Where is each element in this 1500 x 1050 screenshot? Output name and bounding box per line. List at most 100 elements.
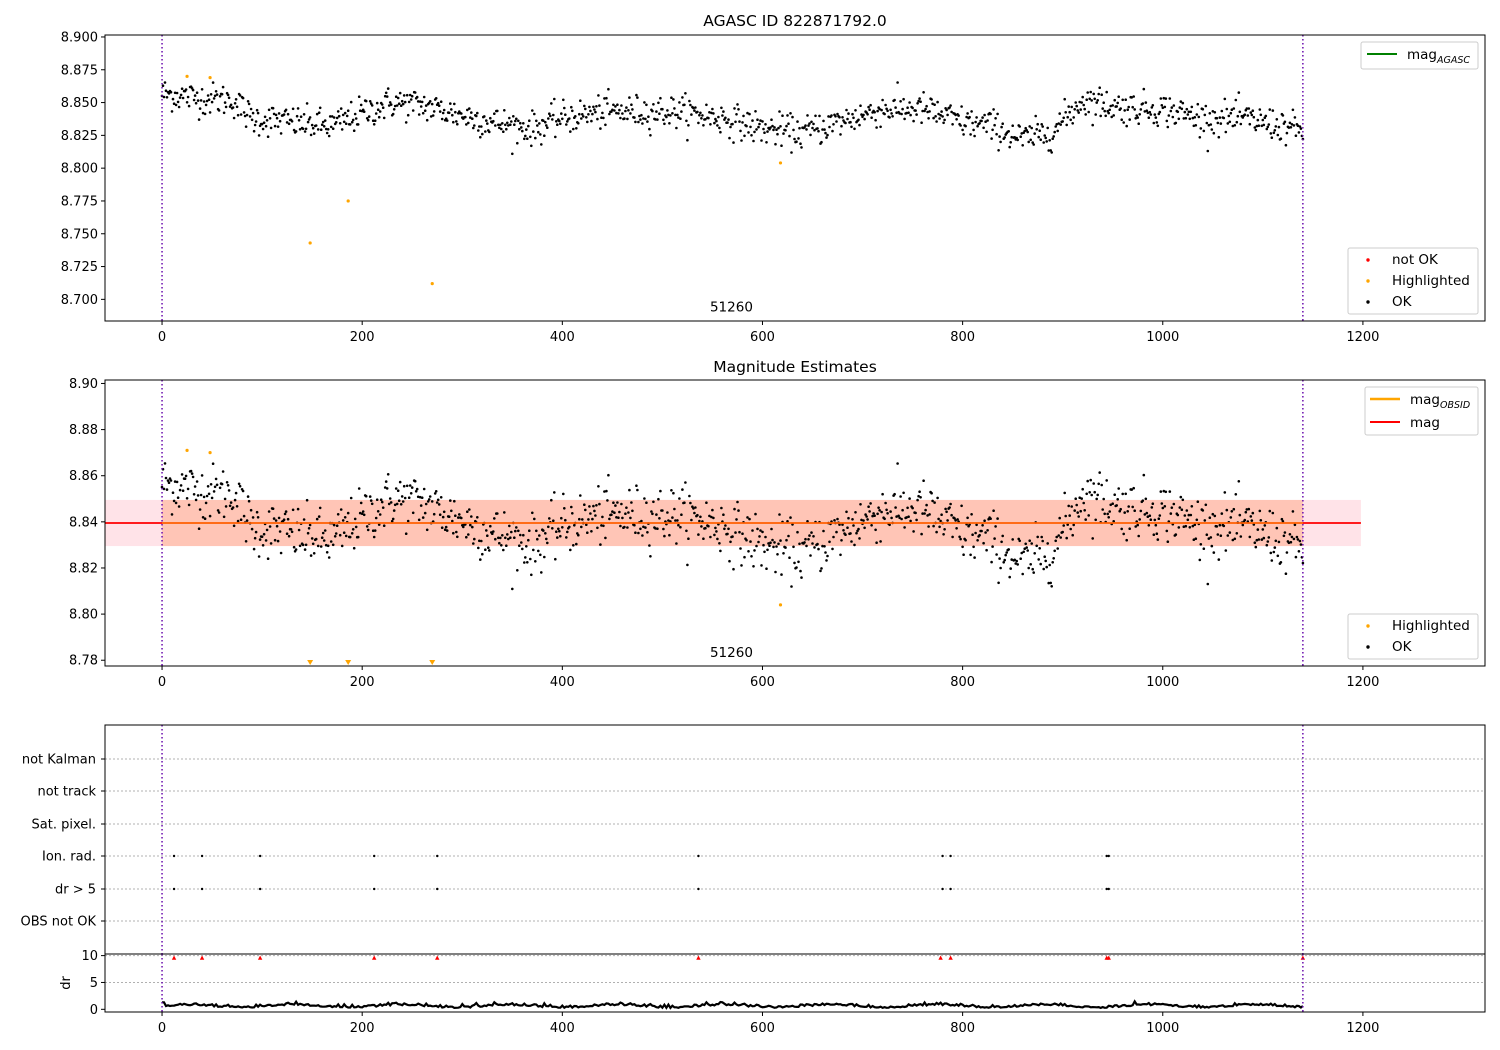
mag-ok-point bbox=[610, 513, 613, 516]
agasc-ok-point bbox=[1049, 149, 1052, 152]
mag-ok-point bbox=[1183, 514, 1187, 517]
mag-ok-point bbox=[499, 536, 502, 540]
agasc-ok-point bbox=[1168, 97, 1172, 100]
mag-ok-point bbox=[1115, 504, 1118, 507]
agasc-ok-point bbox=[760, 139, 763, 142]
agasc-ok-point bbox=[652, 103, 655, 106]
agasc-ok-point bbox=[352, 129, 356, 132]
mag-ok-point bbox=[806, 520, 809, 523]
flag-point bbox=[372, 854, 376, 858]
mag-ok-point bbox=[1186, 518, 1190, 522]
mag-ok-point bbox=[906, 506, 909, 510]
agasc-ok-point bbox=[447, 111, 451, 115]
agasc-ok-point bbox=[256, 111, 260, 115]
mag-ok-point bbox=[352, 546, 356, 550]
flag-point bbox=[436, 887, 439, 891]
dr-high-marker bbox=[199, 955, 205, 960]
mag-ok-point bbox=[244, 540, 248, 543]
agasc-ok-point bbox=[540, 143, 543, 146]
mag-ok-point bbox=[1210, 544, 1214, 548]
mag-ok-point bbox=[1122, 532, 1125, 536]
mag-ok-point bbox=[236, 519, 240, 523]
mag-ok-point bbox=[597, 485, 600, 488]
agasc-ok-point bbox=[787, 122, 790, 125]
agasc-ok-point bbox=[317, 111, 321, 114]
agasc-ok-point bbox=[687, 124, 690, 127]
agasc-xtick-label: 200 bbox=[350, 330, 375, 345]
agasc-ok-point bbox=[1261, 118, 1265, 122]
agasc-ok-point bbox=[919, 100, 922, 103]
mag-ok-point bbox=[1217, 558, 1221, 561]
mag-ok-point bbox=[810, 531, 813, 534]
agasc-ok-point bbox=[705, 103, 708, 107]
agasc-ok-point bbox=[939, 113, 942, 117]
mag-ok-point bbox=[824, 551, 827, 554]
agasc-ok-point bbox=[862, 113, 865, 117]
agasc-ok-point bbox=[738, 120, 741, 123]
mag-ok-point bbox=[428, 495, 432, 498]
agasc-ok-point bbox=[656, 118, 659, 121]
mag-ok-point bbox=[1297, 550, 1301, 553]
agasc-ok-point bbox=[441, 111, 445, 115]
mag-ok-point bbox=[1281, 520, 1285, 523]
agasc-ok-point bbox=[1003, 136, 1006, 139]
agasc-ok-point bbox=[1223, 97, 1227, 101]
mag-ok-point bbox=[1139, 509, 1143, 513]
agasc-ok-point bbox=[621, 112, 624, 115]
agasc-ok-point bbox=[905, 111, 908, 115]
mag-ok-point bbox=[1106, 512, 1109, 516]
agasc-ok-point bbox=[1251, 109, 1255, 112]
mag-ok-point bbox=[620, 502, 623, 506]
mag-ok-point bbox=[722, 513, 725, 516]
mag-ok-point bbox=[1027, 566, 1030, 570]
agasc-ok-point bbox=[1078, 100, 1081, 104]
agasc-ok-point bbox=[822, 119, 825, 123]
agasc-ok-point bbox=[498, 126, 501, 130]
agasc-ok-point bbox=[896, 81, 899, 84]
agasc-ok-point bbox=[187, 104, 191, 108]
agasc-ok-point bbox=[163, 81, 167, 84]
agasc-ok-point bbox=[645, 103, 648, 107]
mag-ok-point bbox=[419, 504, 423, 507]
mag-ok-point bbox=[1084, 518, 1087, 521]
mag-ok-point bbox=[1260, 538, 1264, 541]
agasc-ok-point bbox=[543, 134, 546, 137]
agasc-ok-point bbox=[649, 134, 652, 137]
mag-ok-point bbox=[1296, 538, 1300, 541]
flag-point bbox=[949, 887, 952, 891]
agasc-ok-point bbox=[786, 114, 789, 117]
agasc-ytick-label: 8.875 bbox=[61, 63, 98, 78]
agasc-ok-point bbox=[789, 112, 792, 115]
agasc-ok-point bbox=[740, 139, 743, 142]
mag-ok-point bbox=[534, 560, 537, 563]
mag-ok-point bbox=[282, 518, 286, 521]
agasc-ok-point bbox=[676, 113, 679, 117]
mag-ok-point bbox=[531, 511, 534, 515]
agasc-ok-point bbox=[221, 85, 225, 89]
mag-ok-point bbox=[510, 530, 513, 534]
flags-category-label: dr > 5 bbox=[55, 883, 96, 898]
mag-ok-point bbox=[1002, 561, 1005, 564]
mag-ok-point bbox=[1204, 503, 1208, 507]
mag-ok-point bbox=[1054, 539, 1057, 543]
mag-ok-point bbox=[433, 492, 437, 495]
mag-ok-point bbox=[591, 517, 594, 521]
agasc-ok-point bbox=[920, 121, 923, 124]
agasc-ok-point bbox=[980, 119, 983, 123]
agasc-ok-point bbox=[549, 114, 552, 118]
agasc-ok-point bbox=[931, 102, 934, 106]
mag-ytick-label: 8.78 bbox=[69, 654, 98, 669]
mag-ok-point bbox=[450, 509, 453, 513]
agasc-ok-point bbox=[766, 130, 769, 133]
mag-ok-point bbox=[500, 544, 503, 547]
agasc-ok-point bbox=[321, 120, 325, 124]
mag-ok-point bbox=[588, 505, 591, 508]
agasc-ok-point bbox=[951, 123, 954, 126]
mag-ok-point bbox=[552, 519, 555, 522]
agasc-ok-point bbox=[707, 116, 710, 120]
mag-ok-point bbox=[836, 517, 839, 521]
mag-ok-point bbox=[881, 492, 884, 496]
mag-ok-point bbox=[960, 504, 963, 508]
agasc-ok-point bbox=[1279, 137, 1283, 140]
mag-ok-point bbox=[322, 539, 326, 542]
